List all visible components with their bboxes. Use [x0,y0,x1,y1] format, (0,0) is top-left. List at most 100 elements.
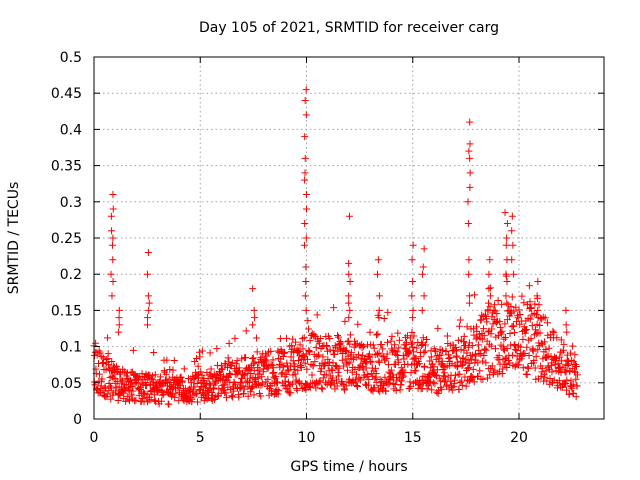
data-point [465,364,473,372]
data-point [466,169,474,177]
data-point [480,352,488,360]
data-point [115,306,123,314]
data-point [527,304,535,312]
data-point [301,96,309,104]
data-point [356,376,364,384]
data-point [218,366,226,374]
data-point [464,364,472,372]
data-point [515,306,523,314]
data-point [491,366,499,374]
data-point [429,379,437,387]
data-point [486,256,494,264]
data-point [549,327,557,335]
data-point [465,256,473,264]
data-point [247,370,255,378]
data-point [326,335,334,343]
data-point [406,347,414,355]
data-point [462,342,470,350]
data-point [452,343,460,351]
data-point [562,321,570,329]
data-point [431,380,439,388]
data-point [162,370,170,378]
data-point [420,349,428,357]
data-point [508,227,516,235]
data-point [302,263,310,271]
data-point [261,356,269,364]
data-point [366,353,374,361]
data-point [541,373,549,381]
data-point [359,351,367,359]
data-point [301,169,309,177]
data-point [560,340,568,348]
data-point [516,311,524,319]
data-point [410,348,418,356]
data-point [144,398,152,406]
data-point [297,380,305,388]
data-point [102,365,110,373]
data-point [289,335,297,343]
data-point [533,292,541,300]
data-point [479,375,487,383]
data-point [545,344,553,352]
data-point [292,338,300,346]
data-point [527,304,535,312]
data-point [342,382,350,390]
data-point [221,377,229,385]
data-point [486,284,494,292]
data-point [476,367,484,375]
data-point [304,325,312,333]
data-point [240,390,248,398]
data-point [319,353,327,361]
data-point [415,360,423,368]
data-point [500,335,508,343]
data-point [548,368,556,376]
data-point [98,353,106,361]
data-point [300,241,308,249]
data-point [531,364,539,372]
data-point [329,374,337,382]
data-point [302,205,310,213]
data-point [477,350,485,358]
data-point [407,340,415,348]
data-point [456,316,464,324]
data-point [143,270,151,278]
data-point [144,248,152,256]
data-point [462,382,470,390]
data-point [364,370,372,378]
data-point [301,154,309,162]
data-point [478,335,486,343]
data-point [490,306,498,314]
data-point [458,361,466,369]
data-point [436,377,444,385]
data-point [242,354,250,362]
data-point [305,382,313,390]
data-point [198,347,206,355]
data-point [502,270,510,278]
data-point [333,376,341,384]
data-point [422,341,430,349]
data-point [291,362,299,370]
data-point [480,332,488,340]
data-point [458,377,466,385]
data-point [554,382,562,390]
data-point [480,325,488,333]
data-point [534,277,542,285]
data-point [523,343,531,351]
data-point [563,376,571,384]
data-point [117,375,125,383]
data-point [418,270,426,278]
data-point [451,376,459,384]
data-point [391,341,399,349]
data-point [353,383,361,391]
data-point [508,293,516,301]
data-point [521,350,529,358]
data-point [346,340,354,348]
data-point [496,318,504,326]
data-point [444,373,452,381]
data-point [292,376,300,384]
data-point [464,356,472,364]
data-point [151,371,159,379]
data-point [409,306,417,314]
data-point [557,368,565,376]
data-point [264,375,272,383]
